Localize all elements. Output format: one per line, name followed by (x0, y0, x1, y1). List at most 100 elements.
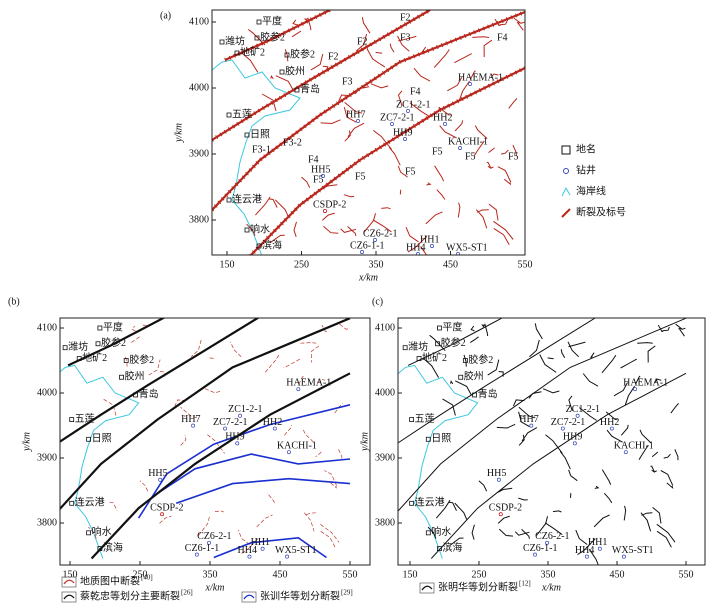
fault-label: F5 (432, 146, 443, 157)
fault (180, 434, 187, 446)
y-tick-label: 3900 (375, 452, 395, 463)
legend-label: 张明华等划分断裂 (438, 580, 518, 593)
place-marker (409, 500, 415, 506)
fault (436, 189, 446, 200)
x-tick-label: 550 (518, 259, 533, 270)
well-name: CSDP-2 (150, 502, 183, 513)
place-marker (284, 52, 290, 58)
major-fault (430, 372, 687, 559)
well-name: CZ6-2-1 (197, 531, 231, 542)
place-marker (402, 345, 408, 351)
fault-label: F5 (313, 174, 324, 185)
well-marker (360, 250, 364, 254)
place-marker (133, 392, 138, 398)
place-name: 五莲 (75, 413, 95, 425)
fault (255, 196, 271, 216)
fault (284, 49, 289, 62)
y-tick-label: 4000 (189, 82, 209, 93)
major-fault (60, 318, 260, 443)
fault (425, 211, 443, 225)
panel-frame (211, 9, 526, 256)
well-name: HH1 (420, 234, 439, 245)
fault (375, 51, 383, 54)
fault (109, 501, 118, 511)
well-name: HAEMA-1 (623, 377, 668, 388)
fault (343, 194, 355, 198)
fault-label: F2 (357, 36, 368, 47)
place-marker (62, 345, 68, 351)
well-name: KACHI-1 (448, 136, 488, 147)
place-name: 胶参2 (468, 353, 493, 366)
x-tick-label: 550 (679, 569, 694, 580)
fault-label: F2 (328, 51, 339, 62)
place-name: 日照 (250, 128, 270, 140)
x-tick-label: 350 (203, 569, 218, 580)
fault (481, 324, 486, 328)
well-marker (496, 477, 501, 482)
legend-label: 地名 (576, 142, 596, 155)
fault (310, 53, 324, 71)
fault (397, 165, 408, 178)
place-marker (226, 112, 232, 118)
fault (568, 469, 578, 482)
fault (247, 29, 266, 46)
fault (209, 357, 216, 360)
fault (521, 529, 530, 539)
fault (463, 354, 467, 367)
place-marker (425, 530, 431, 536)
fault (284, 424, 292, 436)
well-name: HH9 (563, 432, 582, 443)
well-name: CZ6-1-1 (350, 240, 384, 251)
place-name: 响水 (431, 525, 451, 538)
x-tick-label: 150 (63, 569, 78, 580)
well-marker (623, 450, 628, 455)
fault (487, 359, 500, 376)
fault (582, 373, 599, 387)
legend-label: 蔡乾忠等划分主要断裂 (80, 589, 180, 602)
x-tick-label: 350 (541, 569, 556, 580)
well-marker (430, 244, 434, 248)
fault (389, 43, 395, 53)
y-tick-label: 3800 (189, 214, 209, 225)
well-name: HH2 (433, 112, 452, 123)
x-tick-label: 250 (294, 259, 309, 270)
well-marker (545, 540, 550, 545)
fault (635, 375, 641, 385)
well-name: HH4 (238, 545, 257, 556)
fault (590, 352, 595, 359)
place-marker (69, 417, 75, 422)
fault (518, 411, 530, 428)
fault (496, 423, 516, 429)
legend-box (61, 576, 77, 588)
fault (137, 404, 351, 519)
fault (542, 388, 560, 394)
major-fault (60, 318, 351, 511)
y-axis-label: y/km (21, 432, 32, 452)
fault (560, 349, 566, 359)
place-marker (97, 546, 103, 552)
fault (361, 17, 371, 34)
well-marker (321, 174, 325, 178)
panel-label: (c) (372, 296, 383, 307)
fault (666, 482, 674, 490)
well-name: ZC1-2-1 (566, 404, 600, 415)
fault (347, 122, 365, 138)
fault (366, 48, 386, 68)
major-fault (398, 318, 687, 512)
place-marker (97, 325, 103, 331)
fault (139, 480, 149, 492)
fault (180, 406, 198, 419)
fault (490, 73, 499, 79)
x-axis-label: x/km (358, 272, 378, 283)
fault (435, 499, 451, 519)
fault (547, 357, 554, 360)
fault (474, 125, 488, 139)
fault (190, 339, 202, 357)
fault (470, 70, 476, 80)
well-marker (238, 413, 243, 418)
